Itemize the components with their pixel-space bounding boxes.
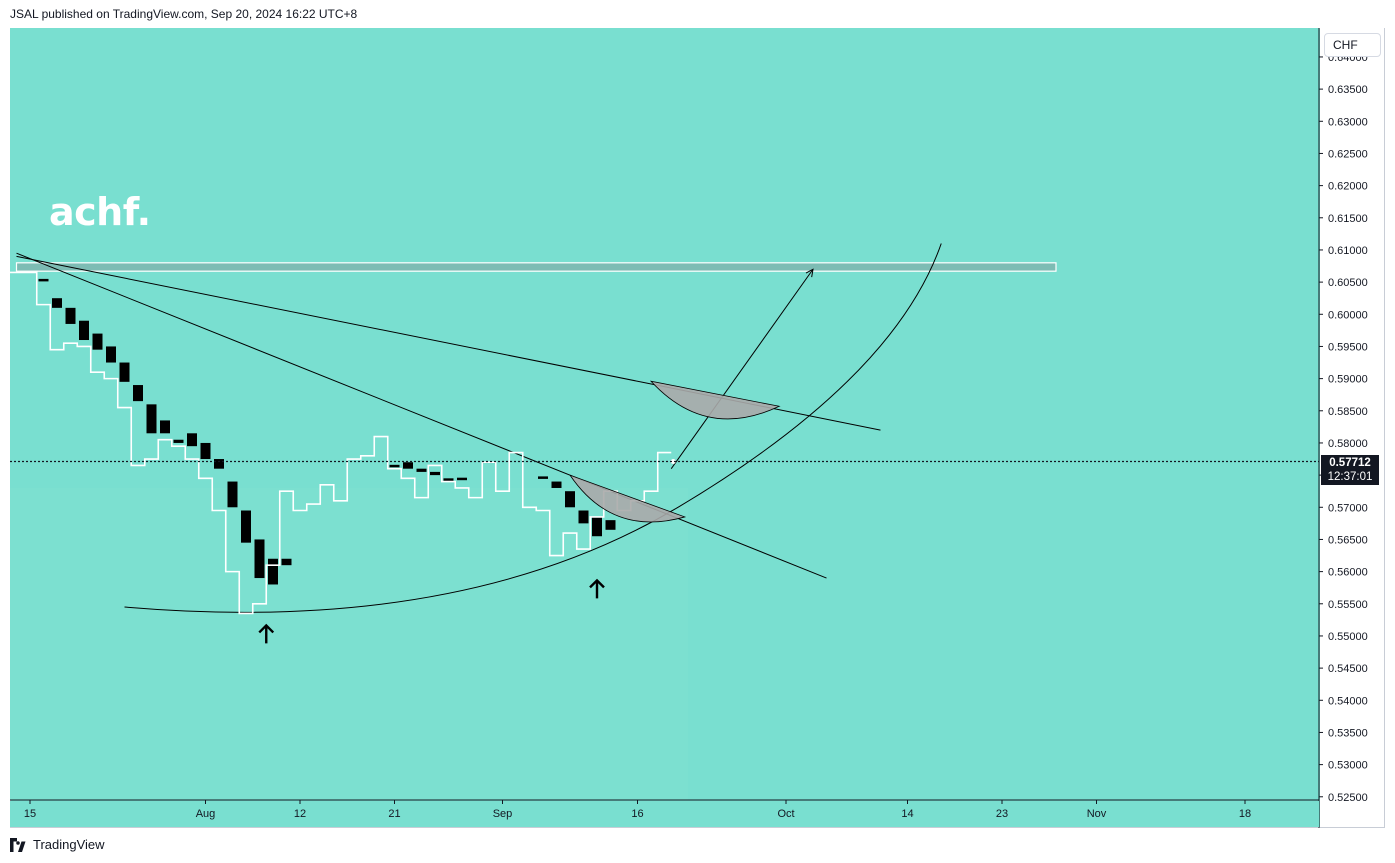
candle (551, 481, 562, 488)
y-tick-label: 0.55000 (1328, 631, 1368, 643)
candle (605, 520, 616, 530)
x-tick-label: 14 (901, 808, 913, 820)
candle (200, 442, 211, 460)
y-tick-label: 0.60500 (1328, 277, 1368, 289)
candle (254, 539, 265, 579)
y-tick-label: 0.55500 (1328, 599, 1368, 611)
y-tick-label: 0.52500 (1328, 792, 1368, 804)
candle (268, 558, 278, 585)
price-axis-bg (1320, 28, 1384, 827)
x-tick-label: 23 (996, 808, 1008, 820)
time-axis-bg (10, 801, 1319, 827)
candle (416, 468, 427, 472)
y-tick-label: 0.63500 (1328, 84, 1368, 96)
tradingview-logo[interactable]: TradingView (10, 837, 105, 852)
candle (146, 404, 157, 434)
last-price-dot (670, 458, 676, 464)
x-tick-label: 21 (388, 808, 400, 820)
published-header: JSAL published on TradingView.com, Sep 2… (10, 7, 358, 21)
candle (119, 362, 130, 382)
candle (403, 462, 413, 469)
y-tick-label: 0.54500 (1328, 663, 1368, 675)
y-tick-label: 0.61000 (1328, 245, 1368, 257)
y-tick-label: 0.62500 (1328, 148, 1368, 160)
candle (173, 439, 184, 443)
watermark-text: achf. (49, 190, 151, 234)
x-tick-label: Sep (493, 808, 513, 820)
x-tick-label: Aug (196, 808, 216, 820)
y-tick-label: 0.61500 (1328, 213, 1368, 225)
y-tick-label: 0.59500 (1328, 341, 1368, 353)
candle (565, 491, 575, 508)
candle (430, 471, 440, 476)
resistance-zone (15, 262, 1057, 272)
candle (65, 307, 76, 324)
y-tick-label: 0.56000 (1328, 567, 1368, 579)
projection-arrow-line (670, 268, 814, 469)
candle (106, 346, 116, 363)
up-arrow (258, 623, 275, 644)
candle (133, 385, 143, 402)
x-tick-label: Oct (777, 808, 794, 820)
y-tick-label: 0.54000 (1328, 695, 1368, 707)
candle (92, 333, 103, 350)
candle (160, 420, 170, 434)
candle (79, 320, 89, 341)
candle (187, 433, 197, 447)
candle (443, 478, 454, 482)
x-tick-label: Nov (1087, 808, 1107, 820)
candle (457, 477, 467, 481)
candle (538, 476, 548, 479)
tradingview-brand: TradingView (33, 837, 105, 852)
up-arrow (589, 578, 605, 599)
candle (241, 510, 251, 543)
candle (52, 298, 62, 308)
y-tick-label: 0.56500 (1328, 534, 1368, 546)
y-tick-label: 0.53000 (1328, 760, 1368, 772)
projection-arrow-head (805, 268, 814, 278)
current-price-value: 0.57712 (1329, 457, 1371, 469)
y-tick-label: 0.53500 (1328, 727, 1368, 739)
y-tick-label: 0.58000 (1328, 438, 1368, 450)
x-tick-label: 16 (631, 808, 643, 820)
candle (227, 481, 238, 508)
y-tick-label: 0.57000 (1328, 502, 1368, 514)
candle (578, 510, 589, 524)
symbol-label[interactable]: CHF (1324, 33, 1381, 57)
chart-svg[interactable]: 0.52500 0.53000 0.53500 0.54000 0.54500 0.550… (10, 28, 1385, 828)
candle (389, 464, 400, 468)
y-tick-label: 0.60000 (1328, 309, 1368, 321)
breakout-arc-lower (568, 474, 687, 523)
price-step-line (10, 271, 672, 615)
bar-countdown: 12:37:01 (1327, 471, 1373, 483)
y-tick-label: 0.62000 (1328, 181, 1368, 193)
candle (214, 459, 224, 469)
y-tick-label: 0.63000 (1328, 116, 1368, 128)
x-tick-label: 18 (1239, 808, 1251, 820)
y-tick-label: 0.58500 (1328, 406, 1368, 418)
candle (592, 516, 602, 537)
candle (38, 278, 49, 282)
current-price-label: 0.57712 12:37:01 (1321, 455, 1379, 485)
y-tick-label: 0.59000 (1328, 374, 1368, 386)
candle (281, 558, 292, 566)
x-tick-label: 15 (24, 808, 36, 820)
volume-shade (10, 488, 688, 800)
breakout-arc-upper (649, 380, 781, 420)
tradingview-logo-icon (10, 837, 26, 852)
trendline-lower (16, 252, 827, 579)
x-tick-label: 12 (294, 808, 306, 820)
